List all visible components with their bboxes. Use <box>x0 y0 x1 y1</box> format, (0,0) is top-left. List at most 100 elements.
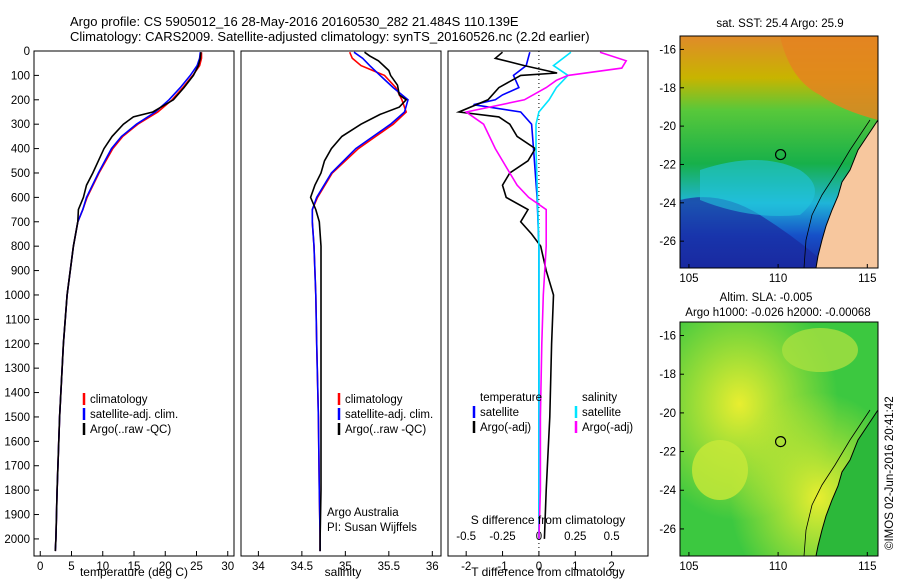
sst-cyan-patch <box>700 160 815 216</box>
series-0-climatology <box>54 52 203 552</box>
map-lon-label-1-1: 110 <box>769 561 787 573</box>
sla-map-title-line1: Altim. SLA: -0.005 <box>720 292 813 304</box>
salinity-legend-climatology: climatology <box>345 394 403 406</box>
s-tick-label-0: -0.5 <box>456 531 476 543</box>
sst-map-frame <box>679 35 879 269</box>
sst-cool-patch <box>680 197 830 268</box>
map-lon-label-0-2: 115 <box>858 273 876 285</box>
temperature-legend-climatology: climatology <box>90 394 148 406</box>
sla-argo-marker <box>774 435 787 448</box>
x-tick-label-0-0: 0 <box>37 561 43 573</box>
x-tick-label-0-5: 25 <box>190 561 203 573</box>
difference-legend-temperature-satellite: satellite <box>480 407 519 419</box>
map-lon-label-1-2: 115 <box>858 561 876 573</box>
x-tick-label-0-2: 10 <box>96 561 109 573</box>
s-tick-label-4: 0.5 <box>604 531 620 543</box>
salinity-panel: 34 34.5 35 35.5 36 salinity climatology sate… <box>240 50 442 579</box>
map-lat-label-0-5: -26 <box>659 236 676 248</box>
x-tick-label-1-1: 34.5 <box>291 561 313 573</box>
x-tick-label-0-3: 15 <box>128 561 141 573</box>
sst-bathymetry-contour <box>803 119 871 268</box>
difference-legend-salinity-argo: Argo(-adj) <box>582 422 633 434</box>
sla-map: Altim. SLA: -0.005 Argo h1000: -0.026 h2… <box>659 292 879 573</box>
map-lat-label-1-5: -26 <box>659 524 676 536</box>
sla-map-title-line2: Argo h1000: -0.026 h2000: -0.00068 <box>685 307 870 319</box>
map-lat-label-1-2: -20 <box>659 408 676 420</box>
salinity-series <box>309 51 409 552</box>
depth-tick-label-8: 800 <box>11 241 30 253</box>
x-tick-label-0-4: 20 <box>159 561 172 573</box>
difference-panel: -2 -1 0 1 2 -0.5 -0.25 0 0.25 0.5 T difference f… <box>447 50 649 579</box>
figure-title-line2: Climatology: CARS2009. Satellite-adjuste… <box>70 29 590 44</box>
map-lat-label-0-2: -20 <box>659 121 676 133</box>
temperature-legend-argo: Argo(..raw -QC) <box>90 424 171 436</box>
depth-tick-label-18: 1800 <box>4 485 30 497</box>
difference-legend-temperature-title: temperature <box>480 392 542 404</box>
figure-title-line1: Argo profile: CS 5905012_16 28-May-2016 … <box>70 14 519 29</box>
depth-tick-label-0: 0 <box>24 46 30 58</box>
sst-argo-marker <box>774 148 787 161</box>
difference-legend-salinity-title: salinity <box>582 392 617 404</box>
difference-series <box>455 51 628 539</box>
map-lat-label-1-3: -22 <box>659 447 676 459</box>
depth-tick-label-6: 600 <box>11 192 30 204</box>
x-tick-label-2-4: 2 <box>608 561 614 573</box>
depth-tick-label-16: 1600 <box>4 436 30 448</box>
difference-s-ticks: -0.5 -0.25 0 0.25 0.5 <box>456 531 619 543</box>
x-tick-label-1-4: 36 <box>426 561 439 573</box>
map-lat-label-0-1: -18 <box>659 83 676 95</box>
x-tick-label-2-2: 0 <box>536 561 542 573</box>
map-lat-label-0-3: -22 <box>659 159 676 171</box>
depth-tick-label-5: 500 <box>11 168 30 180</box>
difference-legend: temperature satellite Argo(-adj) salinit… <box>472 392 633 434</box>
salinity-annotation-line1: Argo Australia <box>327 507 399 519</box>
depth-tick-label-14: 1400 <box>4 388 30 400</box>
depth-tick-label-12: 1200 <box>4 339 30 351</box>
sla-lat-ticks: -16 -18 -20 -22 -24 -26 <box>659 331 684 536</box>
x-tick-label-1-3: 35.5 <box>378 561 400 573</box>
sst-map-title: sat. SST: 25.4 Argo: 25.9 <box>716 18 843 30</box>
depth-tick-label-7: 700 <box>11 217 30 229</box>
depth-tick-label-20: 2000 <box>4 534 30 546</box>
depth-tick-label-4: 400 <box>11 144 30 156</box>
series-1-climatology <box>311 51 408 552</box>
series-0-argo-raw-qc- <box>54 52 202 552</box>
series-2-temperature-argo-adj- <box>455 51 558 539</box>
map-lon-label-1-0: 105 <box>679 561 698 573</box>
depth-tick-label-2: 200 <box>11 95 30 107</box>
depth-tick-label-11: 1100 <box>5 314 30 326</box>
salinity-axes <box>240 50 442 557</box>
salinity-legend-argo: Argo(..raw -QC) <box>345 424 426 436</box>
depth-tick-label-10: 1000 <box>4 290 30 302</box>
x-tick-label-2-0: -2 <box>461 561 471 573</box>
difference-xlabel-top: S difference from climatology <box>471 513 626 527</box>
salinity-annotation-line2: PI: Susan Wijffels <box>327 522 417 534</box>
map-lon-label-0-1: 110 <box>769 273 787 285</box>
sst-lat-ticks: -16 -18 -20 -22 -24 -26 <box>659 44 684 248</box>
series-1-satellite-adj-clim- <box>311 51 409 552</box>
sla-map-frame <box>679 321 879 557</box>
temperature-series <box>54 52 203 552</box>
depth-tick-label-3: 300 <box>11 119 30 131</box>
difference-xlabel: T difference from climatology <box>471 565 625 579</box>
depth-tick-label-13: 1300 <box>4 363 30 375</box>
temperature-xlabel: temperature (deg C) <box>80 565 188 579</box>
temperature-x-ticks: 0 5 10 15 20 25 30 <box>37 551 234 573</box>
s-tick-label-3: 0.25 <box>564 531 586 543</box>
depth-tick-label-9: 900 <box>11 266 30 278</box>
salinity-x-ticks: 34 34.5 35 35.5 36 <box>252 551 439 573</box>
x-tick-label-0-1: 5 <box>68 561 74 573</box>
series-1-argo-raw-qc- <box>309 51 408 552</box>
series-2-salinity-argo-adj- <box>464 51 628 539</box>
x-tick-label-1-2: 35 <box>339 561 352 573</box>
map-lat-label-1-0: -16 <box>659 331 676 343</box>
sst-warm-patch <box>780 36 878 120</box>
salinity-legend-satellite: satellite-adj. clim. <box>345 409 433 421</box>
depth-tick-label-17: 1700 <box>4 461 30 473</box>
map-lon-label-0-0: 105 <box>679 273 698 285</box>
sla-lon-ticks: 105 110 115 <box>679 552 876 573</box>
s-tick-label-1: -0.25 <box>489 531 515 543</box>
sst-lon-ticks: 105 110 115 <box>679 264 876 285</box>
map-lat-label-0-0: -16 <box>659 44 676 56</box>
